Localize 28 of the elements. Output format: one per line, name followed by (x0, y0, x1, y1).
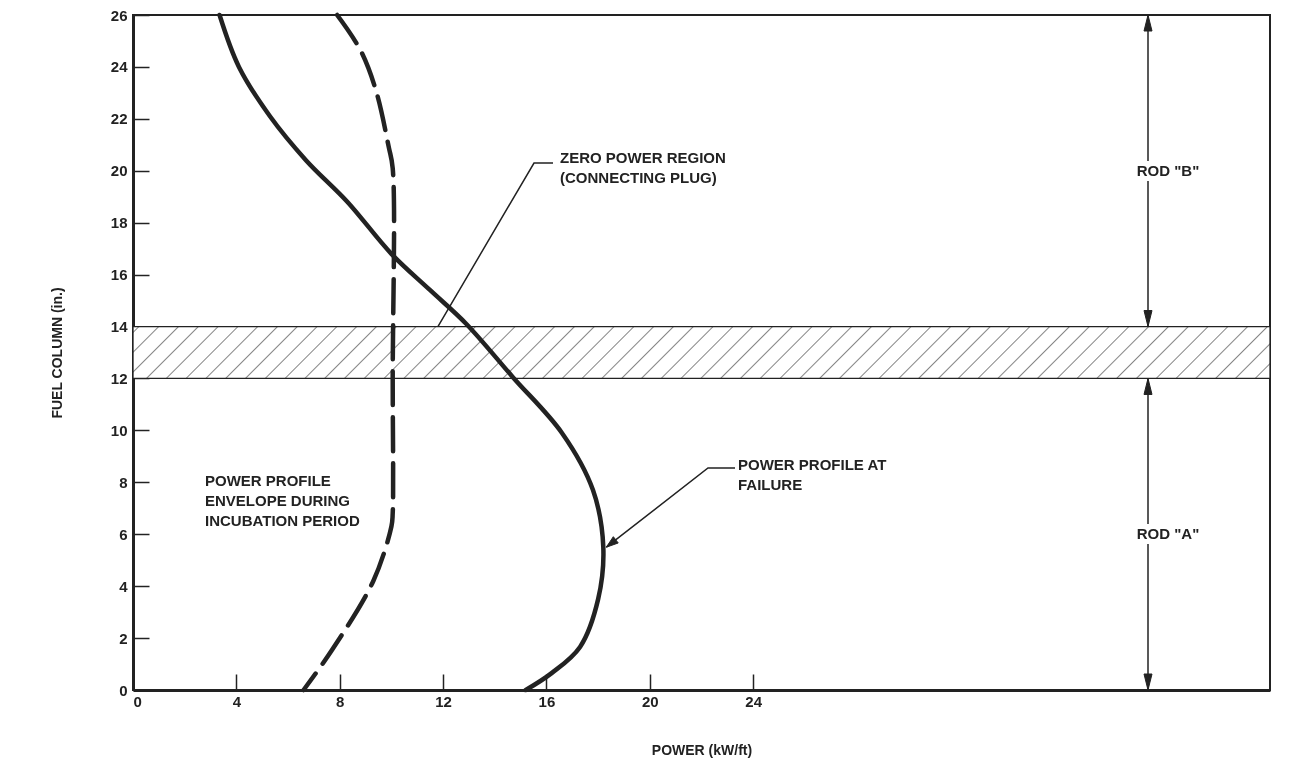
x-tick-label: 4 (232, 692, 242, 710)
y-tick-label: 18 (110, 214, 128, 232)
y-tick-label: 22 (110, 110, 128, 128)
y-tick-label: 8 (119, 473, 128, 491)
y-tick-label: 14 (110, 318, 129, 336)
x-axis-title: POWER (kW/ft) (651, 741, 753, 758)
y-tick-label: 26 (110, 6, 128, 24)
text: POWER PROFILE ENVELOPE DURING INCUBATION PERIOD (205, 471, 361, 531)
annotation: ROD "A" (1120, 524, 1216, 545)
x-tick-label: 8 (336, 692, 345, 710)
y-tick-label: 4 (119, 577, 129, 595)
x-tick-label: 0 (133, 692, 142, 710)
x-tick-label: 24 (745, 692, 763, 710)
x-tick-label: 16 (538, 692, 556, 710)
x-tick-label: 12 (435, 692, 452, 710)
y-tick-label: 6 (119, 525, 128, 543)
y-tick-label: 20 (110, 162, 128, 180)
y-axis-title: FUEL COLUMN (in.) (48, 287, 65, 419)
y-tick-label: 0 (119, 681, 128, 699)
y-tick-label: 10 (110, 421, 128, 439)
text: POWER PROFILE AT FAILURE (738, 455, 888, 495)
x-tick-label: 20 (641, 692, 659, 710)
y-tick-label: 16 (110, 266, 128, 284)
y-tick-label: 2 (119, 629, 128, 647)
y-tick-label: 24 (110, 58, 129, 76)
annotation: ROD "B" (1120, 160, 1216, 181)
band-label: ZERO POWER REGION (CONNECTING PLUG) (560, 148, 727, 188)
y-tick-label: 12 (110, 369, 128, 387)
